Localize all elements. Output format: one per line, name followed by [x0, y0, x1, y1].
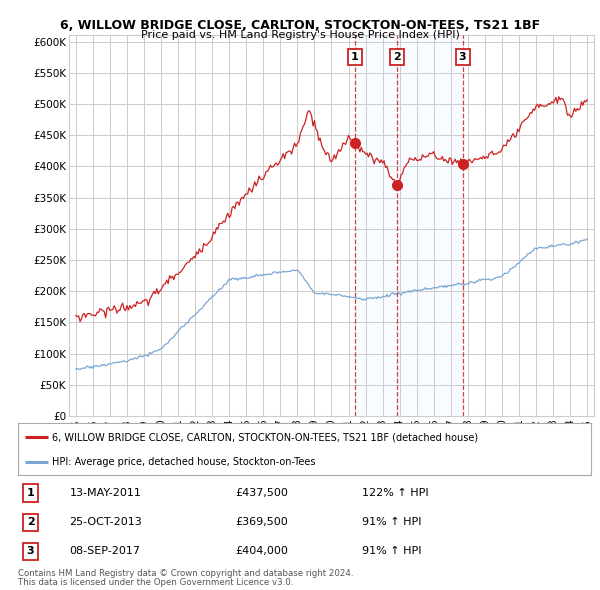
Text: Contains HM Land Registry data © Crown copyright and database right 2024.: Contains HM Land Registry data © Crown c… — [18, 569, 353, 578]
Bar — [355, 35, 463, 416]
Text: 122% ↑ HPI: 122% ↑ HPI — [362, 488, 428, 498]
Text: 1: 1 — [351, 53, 359, 62]
Text: 6, WILLOW BRIDGE CLOSE, CARLTON, STOCKTON-ON-TEES, TS21 1BF: 6, WILLOW BRIDGE CLOSE, CARLTON, STOCKTO… — [60, 19, 540, 32]
Text: 25-OCT-2013: 25-OCT-2013 — [70, 517, 142, 527]
Text: 91% ↑ HPI: 91% ↑ HPI — [362, 546, 421, 556]
Text: 2: 2 — [393, 53, 400, 62]
Text: 08-SEP-2017: 08-SEP-2017 — [70, 546, 140, 556]
Text: £369,500: £369,500 — [236, 517, 289, 527]
Text: 91% ↑ HPI: 91% ↑ HPI — [362, 517, 421, 527]
Text: £437,500: £437,500 — [236, 488, 289, 498]
Text: Price paid vs. HM Land Registry's House Price Index (HPI): Price paid vs. HM Land Registry's House … — [140, 30, 460, 40]
Text: This data is licensed under the Open Government Licence v3.0.: This data is licensed under the Open Gov… — [18, 578, 293, 587]
Text: 1: 1 — [27, 488, 34, 498]
Text: £404,000: £404,000 — [236, 546, 289, 556]
Text: 6, WILLOW BRIDGE CLOSE, CARLTON, STOCKTON-ON-TEES, TS21 1BF (detached house): 6, WILLOW BRIDGE CLOSE, CARLTON, STOCKTO… — [52, 432, 479, 442]
Text: 2: 2 — [27, 517, 34, 527]
Text: 13-MAY-2011: 13-MAY-2011 — [70, 488, 142, 498]
Text: 3: 3 — [459, 53, 466, 62]
Text: HPI: Average price, detached house, Stockton-on-Tees: HPI: Average price, detached house, Stoc… — [52, 457, 316, 467]
Text: 3: 3 — [27, 546, 34, 556]
